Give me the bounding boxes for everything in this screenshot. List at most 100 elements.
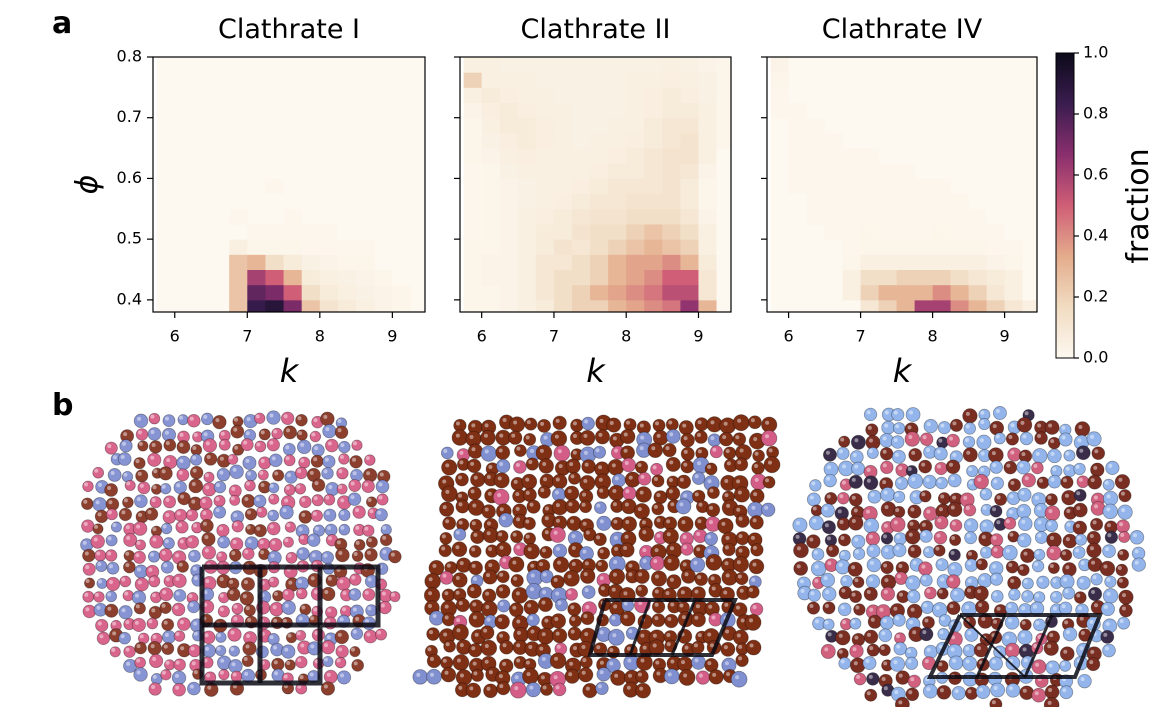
particle [735,458,748,471]
heatmap-cell [644,133,663,149]
heatmap-cell [211,239,230,255]
particle [1063,627,1077,641]
particle [1009,589,1021,601]
heatmap-cell [644,163,663,179]
particle [456,598,469,611]
particle-highlight [531,574,535,578]
particle-highlight [997,495,1001,499]
heatmap-cell [320,133,339,149]
heatmap-cell [572,270,591,286]
particle-highlight [908,435,912,439]
particle [295,467,307,479]
heatmap-cell [1005,103,1024,119]
particle-highlight [656,518,660,522]
particle [736,514,749,527]
heatmap-cell [915,118,934,134]
particle-highlight [926,478,930,482]
particle-highlight [256,497,260,501]
heatmap-cell [879,254,898,270]
particle [949,656,963,670]
particle [232,521,244,533]
particle [1048,437,1060,449]
particle [733,433,746,446]
particle-highlight [570,519,574,523]
particle [496,530,508,542]
particle [1101,602,1114,615]
y-tick-label: 0.4 [117,289,142,308]
particle-highlight [1094,504,1098,508]
particle-highlight [911,451,915,455]
particle [920,574,932,586]
particle [1092,447,1105,460]
particle-highlight [967,588,971,592]
particle-highlight [640,634,644,638]
heatmap-cell [698,254,717,270]
particle-highlight [458,475,462,479]
particle [469,561,483,575]
heatmap-cell [861,254,880,270]
particle-highlight [328,536,332,540]
particle-highlight [162,469,166,473]
particle-highlight [112,631,116,635]
heatmap-cell [229,254,248,270]
particle-highlight [122,608,126,612]
particle [523,668,539,684]
heatmap-cell [338,72,357,88]
heatmap-cell [590,178,609,194]
heatmap-cell [897,270,916,286]
particle [136,470,148,482]
particle [218,606,229,617]
particle-highlight [898,564,902,568]
particle-highlight [568,672,572,676]
particle-highlight [699,674,703,678]
heatmap-cell [572,254,591,270]
particle-highlight [882,677,886,681]
heatmap-cell [807,72,826,88]
heatmap-cell [933,57,952,73]
heatmap-cell [626,270,645,286]
particle-highlight [1066,467,1070,471]
particle [597,487,609,499]
heatmap-cell [987,254,1006,270]
heatmap-cell [193,300,212,316]
particle-highlight [885,505,889,509]
particle [609,614,621,626]
particle [638,472,651,485]
particle-highlight [926,589,930,593]
particle-highlight [1039,578,1043,582]
heatmap-cell [572,163,591,179]
particle [1118,505,1132,519]
x-axis-label: k [893,352,913,390]
particle-highlight [244,672,248,676]
heatmap-cell [698,194,717,210]
particle-highlight [556,419,560,423]
particle-highlight [764,506,768,510]
particle [149,576,160,587]
heatmap-cell [392,178,411,194]
particle-highlight [353,441,357,445]
particle-highlight [121,634,125,638]
particle [297,548,310,561]
heatmap-cell [175,57,194,73]
particle-highlight [233,468,237,472]
heatmap-cell [302,239,321,255]
particle-highlight [910,677,914,681]
particle-highlight [456,628,460,632]
heatmap-cell [229,87,248,103]
particle-highlight [751,536,755,540]
particle-highlight [247,472,251,476]
heatmap-cell [915,148,934,164]
particle-highlight [428,591,432,595]
particle [269,454,282,467]
particle-highlight [638,463,642,467]
particle-highlight [261,483,265,487]
particle-highlight [301,498,305,502]
particle-highlight [1020,536,1024,540]
heatmap-cell [590,118,609,134]
particle-highlight [696,604,700,608]
particle-highlight [273,646,277,650]
particle-highlight [895,546,899,550]
heatmap-cell [861,118,880,134]
heatmap-cell [175,270,194,286]
heatmap-cell [482,270,501,286]
